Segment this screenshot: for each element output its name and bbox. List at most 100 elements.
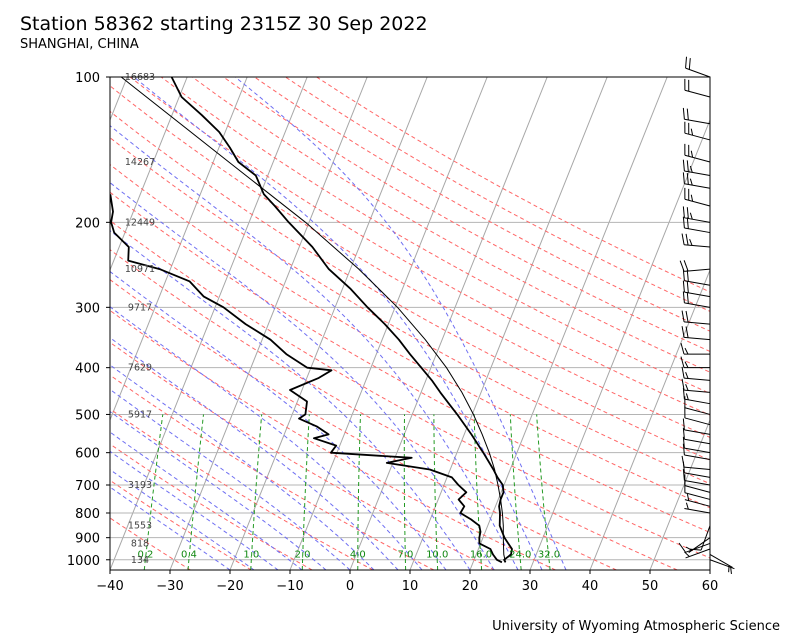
mixing-ratio-line [187, 414, 204, 570]
mixing-ratio-line [250, 414, 263, 570]
dewpoint-profile-line [110, 194, 503, 564]
barb-feather [689, 165, 693, 173]
wind-barb [684, 143, 711, 163]
barb-feather [681, 310, 685, 322]
barb-shaft [684, 268, 711, 272]
barb-shaft [684, 389, 711, 393]
barb-feather [690, 128, 694, 136]
dry-adiabat-line [110, 110, 710, 461]
isotherm-line [709, 568, 710, 570]
barb-feather [684, 551, 690, 557]
barb-shaft [684, 377, 711, 381]
barb-shaft [685, 67, 711, 78]
height-label: 134 [131, 555, 149, 566]
wind-barb [684, 78, 711, 98]
barb-feather [685, 393, 689, 401]
isotherm-line [0, 77, 67, 570]
barb-shaft [684, 492, 711, 500]
x-tick-label: 0 [346, 579, 354, 594]
barb-shaft [684, 438, 711, 445]
y-tick-label: 100 [75, 71, 100, 86]
wind-barb [681, 326, 711, 341]
wind-barb [684, 493, 711, 507]
moist-adiabat-line [110, 181, 495, 570]
barb-shaft [700, 525, 711, 551]
dry-adiabat-line [285, 77, 710, 312]
height-label: 5917 [128, 409, 152, 420]
barb-feather [685, 233, 689, 246]
dry-adiabat-line [110, 279, 617, 570]
dry-adiabat-line [223, 77, 710, 352]
mixing-ratio-line [403, 414, 407, 570]
moist-adiabat-line [110, 230, 471, 570]
barb-shaft [684, 407, 711, 415]
barb-feather [682, 269, 685, 281]
barb-feather [683, 260, 689, 272]
y-tick-label: 200 [75, 216, 100, 231]
height-label: 12449 [125, 217, 155, 228]
barb-shaft [684, 118, 711, 125]
barb-feather [682, 418, 685, 430]
barb-shaft [684, 417, 711, 426]
wind-barb [682, 269, 711, 286]
wind-barb [682, 418, 711, 435]
barb-shaft [684, 217, 711, 223]
barb-feather [689, 239, 693, 246]
wind-barb [684, 548, 711, 559]
barb-feather [686, 207, 689, 219]
barb-feather [682, 216, 685, 229]
mixing-ratio-line [509, 414, 522, 570]
x-tick-label: −10 [276, 579, 303, 594]
dry-adiabat-line [110, 479, 252, 570]
axes: −40 −30 −20 −10 0 10 20 30 40 50 60 100 200 300 400 500… [67, 71, 718, 594]
barb-shaft [684, 321, 711, 325]
x-tick-label: −40 [96, 579, 123, 594]
wind-barb [678, 542, 711, 553]
mixing-ratio-label: 16.0 [470, 550, 492, 561]
barb-feather [680, 356, 685, 368]
barb-feather [685, 372, 689, 379]
barb-feather [730, 567, 732, 575]
barb-feather [682, 107, 685, 120]
wind-barb [682, 436, 711, 454]
wind-barb [685, 56, 711, 78]
barb-feather [690, 150, 694, 158]
moist-adiabat-line [110, 410, 327, 570]
wind-barb [684, 396, 711, 415]
barb-shaft [684, 227, 711, 234]
barb-shaft [684, 183, 711, 189]
barb-feather [685, 326, 689, 338]
isotherm-line [349, 77, 548, 570]
mixing-ratio-label: 10.0 [426, 550, 448, 561]
wind-barb [709, 559, 735, 575]
wind-barb [682, 469, 711, 486]
barb-feather [690, 194, 694, 202]
barb-shaft [684, 280, 711, 286]
y-tick-label: 700 [75, 479, 100, 494]
moist-adiabat-line [110, 306, 423, 570]
barb-feather [686, 292, 689, 304]
dry-adiabat-line [110, 85, 710, 438]
x-tick-label: 10 [402, 579, 419, 594]
moist-adiabat-line [110, 337, 399, 570]
barb-shaft [684, 472, 711, 478]
barb-shaft [684, 485, 711, 493]
barb-shaft [684, 244, 711, 248]
barb-feather [678, 542, 686, 553]
height-label: 10971 [125, 264, 155, 275]
dry-adiabat-line [110, 341, 495, 570]
barb-feather [686, 281, 689, 293]
x-tick-label: −20 [216, 579, 243, 594]
barb-shaft [688, 537, 711, 554]
mixing-ratio-labels: 0.2 0.4 1.0 2.0 4.0 7.0 10.0 16.0 24.0 32.0 [137, 550, 560, 561]
isotherm-line [229, 77, 428, 570]
y-tick-label: 800 [75, 507, 100, 522]
barb-shaft [684, 499, 711, 507]
barb-feather [686, 270, 689, 282]
isotherm-line [110, 77, 128, 122]
wind-barb [682, 206, 711, 223]
dry-adiabat-line [254, 77, 710, 332]
isotherm-line [169, 77, 368, 570]
height-label: 14267 [125, 157, 155, 168]
mixing-ratio-label: 0.4 [181, 550, 197, 561]
